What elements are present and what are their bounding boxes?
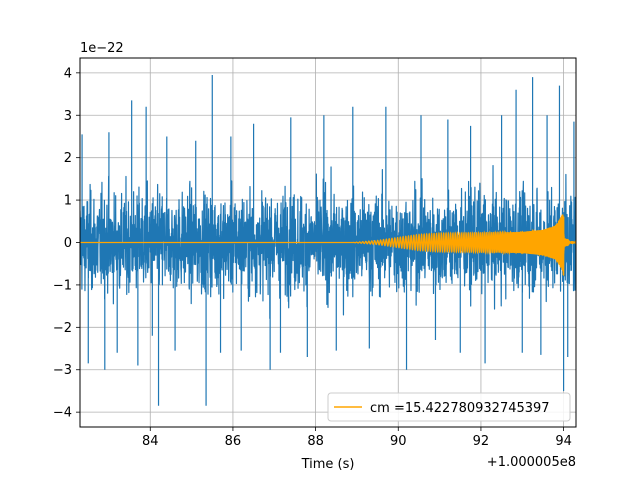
y-tick-label: −3 bbox=[53, 363, 72, 378]
legend-entry-label: cm =15.422780932745397 bbox=[370, 401, 550, 416]
chirp-series-line bbox=[80, 214, 576, 276]
x-tick-label: 84 bbox=[142, 434, 159, 449]
y-tick-label: 0 bbox=[64, 236, 72, 251]
y-tick-label: 1 bbox=[64, 194, 72, 209]
x-tick-label: 90 bbox=[390, 434, 407, 449]
x-tick-label: 92 bbox=[473, 434, 490, 449]
y-scale-label: 1e−22 bbox=[80, 41, 124, 56]
y-tick-label: −2 bbox=[53, 321, 72, 336]
x-axis-label: Time (s) bbox=[301, 457, 355, 472]
noise-series-line bbox=[80, 74, 576, 406]
legend: cm =15.422780932745397 bbox=[327, 392, 571, 422]
x-offset-label: +1.000005e8 bbox=[487, 455, 576, 470]
y-tick-label: −4 bbox=[53, 406, 72, 421]
x-tick-label: 86 bbox=[225, 434, 242, 449]
axis-ticks: 84 86 88 90 92 94 −4 −3 −2 −1 0 1 2 3 4 bbox=[53, 66, 572, 449]
plot-area bbox=[80, 74, 576, 406]
y-tick-label: −1 bbox=[53, 278, 72, 293]
legend-box bbox=[327, 392, 571, 422]
x-tick-label: 94 bbox=[555, 434, 572, 449]
y-tick-label: 3 bbox=[64, 109, 72, 124]
y-tick-label: 2 bbox=[64, 151, 72, 166]
y-tick-label: 4 bbox=[64, 66, 72, 81]
x-tick-label: 88 bbox=[307, 434, 324, 449]
